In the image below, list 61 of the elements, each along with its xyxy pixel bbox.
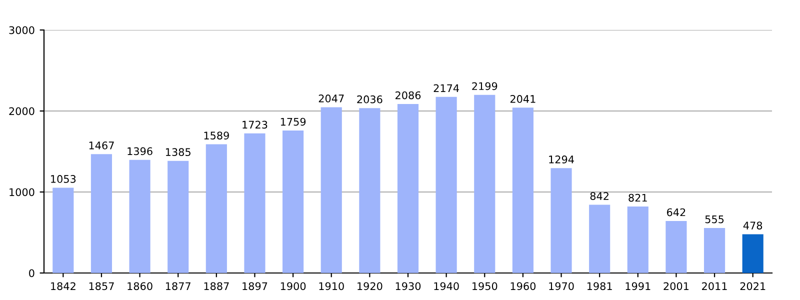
data-label: 642 [666, 208, 686, 216]
data-label: 1467 [89, 142, 114, 150]
bar [550, 168, 572, 273]
bar [742, 234, 764, 273]
bar [129, 160, 150, 273]
bar [244, 133, 266, 273]
data-label: 555 [705, 216, 724, 224]
x-tick-label: 1842 [51, 282, 76, 290]
data-label: 1723 [242, 120, 268, 129]
x-tick-label: 1897 [242, 282, 268, 290]
bar [512, 108, 534, 273]
data-label: 478 [743, 222, 762, 230]
data-label: 1759 [280, 118, 306, 126]
bar [90, 154, 112, 273]
data-label: 2086 [396, 91, 421, 100]
bar [52, 188, 74, 273]
data-label: 1589 [204, 132, 229, 140]
x-tick-label: 1930 [396, 282, 421, 290]
bar [168, 160, 189, 273]
x-tick-label: 1910 [319, 282, 344, 290]
data-label: 1294 [549, 156, 574, 164]
y-tick-label: 1000 [10, 188, 34, 196]
bar [359, 108, 380, 273]
x-tick-label: 2001 [664, 282, 689, 290]
bar [627, 206, 648, 273]
data-label: 2199 [472, 82, 498, 90]
y-tick-label: 2000 [9, 107, 34, 116]
bar [436, 96, 457, 273]
data-label: 2041 [510, 95, 536, 103]
y-tick-label: 0 [29, 269, 34, 278]
data-label: 1385 [166, 148, 190, 156]
data-label: 2036 [357, 95, 382, 104]
bar [589, 204, 610, 273]
data-label: 1396 [128, 147, 152, 156]
y-tick-label: 3000 [9, 26, 34, 34]
data-label: 842 [590, 192, 608, 200]
x-tick-label: 1991 [626, 282, 650, 290]
x-tick-label: 1877 [166, 282, 190, 290]
data-label: 821 [628, 194, 647, 202]
bar [704, 228, 726, 273]
x-tick-label: 2021 [740, 282, 766, 290]
bar [666, 221, 687, 273]
x-tick-label: 1860 [128, 282, 152, 290]
data-label: 1053 [51, 175, 76, 183]
x-tick-label: 1940 [434, 282, 459, 290]
x-tick-label: 1960 [510, 282, 536, 290]
x-tick-label: 2011 [702, 282, 727, 290]
x-tick-label: 1857 [89, 282, 114, 290]
x-tick-label: 1887 [204, 282, 229, 290]
x-tick-label: 1900 [280, 282, 306, 290]
x-tick-label: 1920 [358, 282, 382, 290]
bar [474, 94, 496, 273]
x-tick-label: 1981 [587, 282, 612, 290]
bar [320, 107, 342, 273]
x-tick-label: 1970 [549, 282, 574, 290]
bar [282, 130, 304, 273]
x-tick-label: 1950 [472, 282, 498, 290]
data-label: 2174 [434, 84, 459, 92]
bar [397, 104, 419, 273]
data-label: 2047 [318, 94, 344, 102]
bar [206, 144, 227, 273]
